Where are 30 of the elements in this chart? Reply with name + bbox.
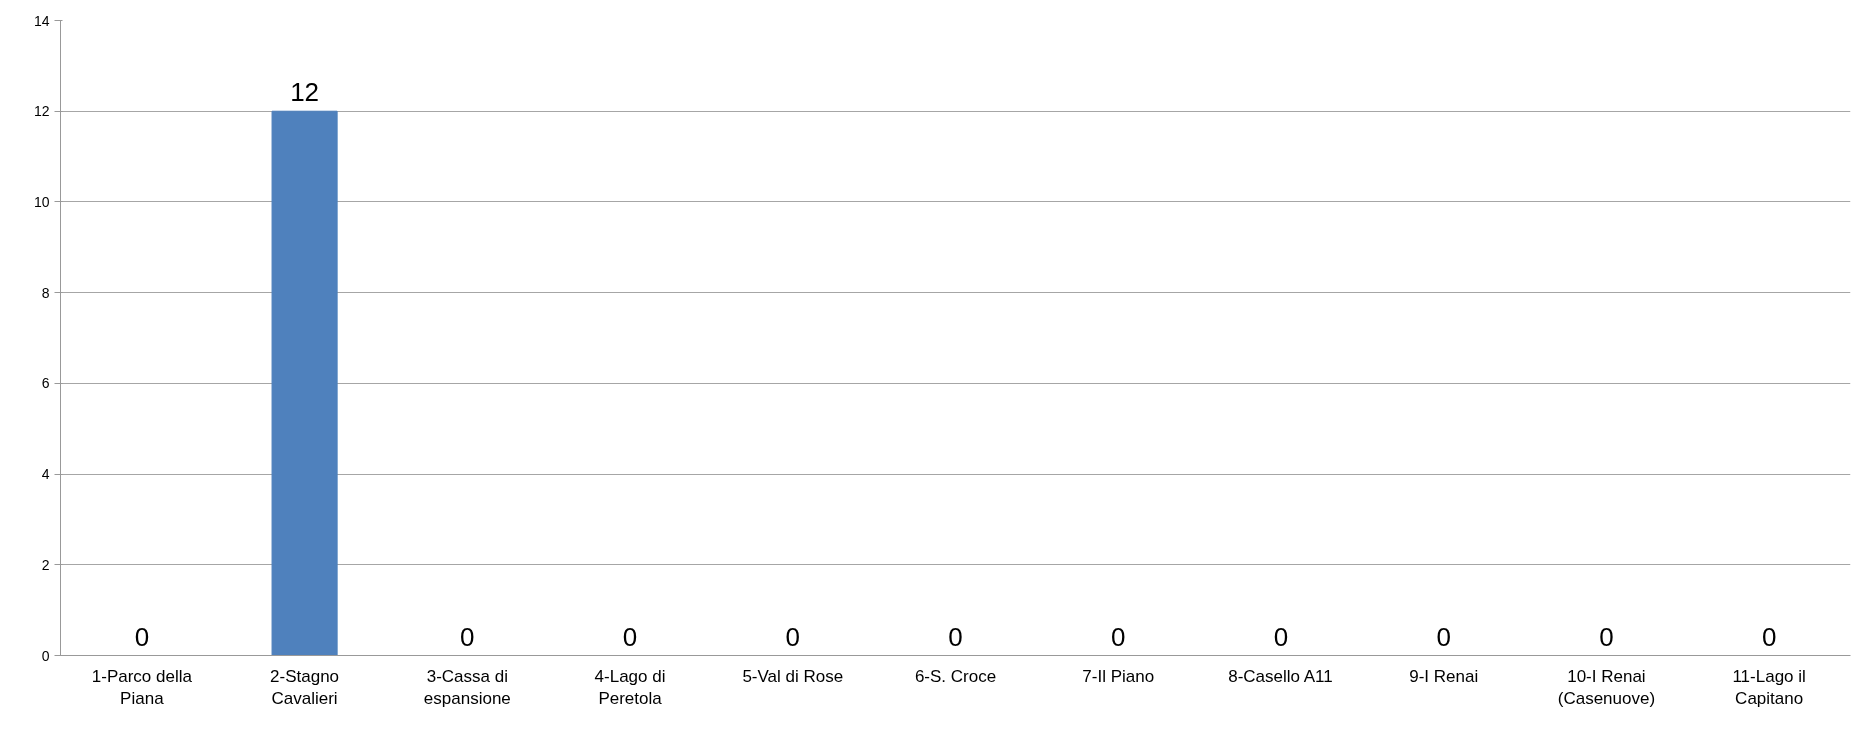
- x-tick-label: 7-Il Piano: [1082, 666, 1155, 686]
- y-tick-label: 10: [33, 193, 50, 210]
- x-tick-label: 3-Cassa di espansione: [423, 666, 511, 709]
- y-tick-label: 0: [41, 647, 50, 664]
- x-tick-label: 8-Casello A11: [1228, 666, 1333, 686]
- data-label: 12: [290, 77, 320, 108]
- data-label: 0: [948, 621, 963, 652]
- x-tick-label: 10-I Renai (Casenuove): [1557, 666, 1656, 709]
- data-label: 0: [1273, 621, 1289, 652]
- data-label: 0: [134, 621, 150, 652]
- x-tick-label: 9-I Renai: [1409, 666, 1479, 686]
- x-tick-label: 5-Val di Rose: [742, 666, 844, 686]
- y-tick-label: 12: [33, 103, 50, 120]
- x-tick-label: 6-S. Croce: [914, 666, 997, 686]
- y-tick-label: 4: [41, 466, 50, 483]
- y-tick-label: 6: [41, 375, 50, 392]
- data-label: 0: [785, 621, 801, 652]
- y-tick-label: 14: [33, 12, 50, 29]
- y-tick-label: 2: [41, 556, 50, 573]
- data-label: 0: [1761, 621, 1777, 652]
- x-tick-label: 2-Stagno Cavalieri: [270, 666, 340, 709]
- x-tick-label: 4-Lago di Peretola: [594, 666, 666, 709]
- x-tick-label: 1-Parco della Piana: [91, 666, 193, 709]
- data-label: 0: [1436, 621, 1451, 652]
- y-tick-label: 8: [41, 284, 50, 301]
- data-label: 0: [460, 621, 475, 652]
- data-label: 0: [1111, 621, 1126, 652]
- data-label: 0: [1599, 621, 1614, 652]
- x-tick-label: 11-Lago il Capitano: [1732, 666, 1806, 709]
- data-label: 0: [622, 621, 638, 652]
